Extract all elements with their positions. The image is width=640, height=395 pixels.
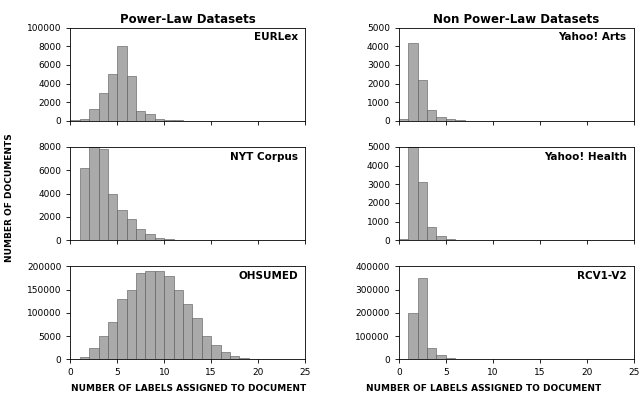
Bar [127, 219, 136, 240]
Bar [145, 234, 155, 240]
Bar [136, 228, 145, 240]
Bar [202, 336, 211, 359]
Text: NUMBER OF LABELS ASSIGNED TO DOCUMENT: NUMBER OF LABELS ASSIGNED TO DOCUMENT [71, 384, 307, 393]
Bar [418, 278, 427, 359]
Bar [99, 93, 108, 121]
Bar [408, 313, 418, 359]
Title: Power-Law Datasets: Power-Law Datasets [120, 13, 255, 26]
Text: NYT Corpus: NYT Corpus [230, 152, 298, 162]
Text: NUMBER OF LABELS ASSIGNED TO DOCUMENT: NUMBER OF LABELS ASSIGNED TO DOCUMENT [365, 384, 601, 393]
Bar [418, 182, 427, 240]
Bar [145, 114, 155, 121]
Bar [436, 237, 446, 240]
Bar [117, 46, 127, 121]
Bar [136, 273, 145, 359]
Bar [89, 109, 99, 121]
Bar [108, 322, 117, 359]
Bar [173, 290, 183, 359]
Bar [427, 348, 436, 359]
Bar [70, 120, 80, 121]
Bar [155, 238, 164, 240]
Title: Non Power-Law Datasets: Non Power-Law Datasets [433, 13, 600, 26]
Bar [80, 168, 89, 240]
Bar [89, 348, 99, 359]
Text: EURLex: EURLex [254, 32, 298, 42]
Bar [127, 290, 136, 359]
Bar [399, 239, 408, 240]
Bar [455, 120, 465, 121]
Bar [108, 74, 117, 121]
Bar [211, 346, 221, 359]
Bar [446, 239, 455, 240]
Bar [239, 358, 249, 359]
Bar [117, 210, 127, 240]
Text: OHSUMED: OHSUMED [239, 271, 298, 281]
Bar [155, 119, 164, 121]
Bar [418, 80, 427, 121]
Bar [164, 120, 173, 121]
Bar [99, 149, 108, 240]
Bar [173, 120, 183, 121]
Bar [446, 119, 455, 121]
Bar [408, 147, 418, 240]
Bar [145, 271, 155, 359]
Text: RCV1-V2: RCV1-V2 [577, 271, 627, 281]
Text: Yahoo! Arts: Yahoo! Arts [559, 32, 627, 42]
Bar [80, 119, 89, 121]
Bar [436, 117, 446, 121]
Bar [427, 227, 436, 240]
Bar [436, 355, 446, 359]
Bar [399, 119, 408, 121]
Bar [117, 299, 127, 359]
Bar [80, 357, 89, 359]
Text: Yahoo! Health: Yahoo! Health [544, 152, 627, 162]
Bar [427, 110, 436, 121]
Text: NUMBER OF DOCUMENTS: NUMBER OF DOCUMENTS [5, 133, 14, 262]
Bar [230, 356, 239, 359]
Bar [221, 352, 230, 359]
Bar [164, 276, 173, 359]
Bar [108, 194, 117, 240]
Bar [89, 145, 99, 240]
Bar [136, 111, 145, 121]
Bar [446, 357, 455, 359]
Bar [155, 271, 164, 359]
Bar [193, 318, 202, 359]
Bar [183, 303, 193, 359]
Bar [127, 76, 136, 121]
Bar [408, 43, 418, 121]
Bar [164, 239, 173, 240]
Bar [99, 336, 108, 359]
